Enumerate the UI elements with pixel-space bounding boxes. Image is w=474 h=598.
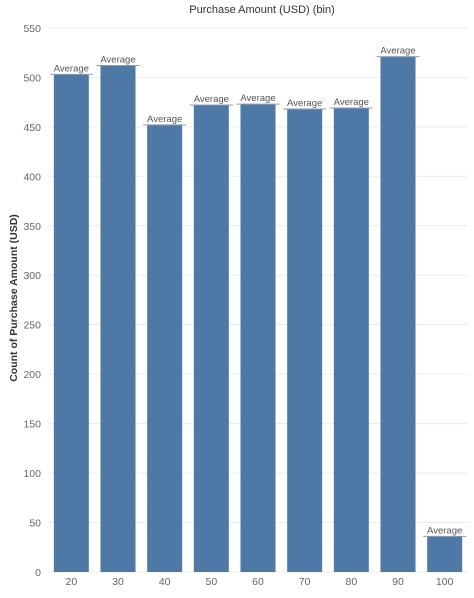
x-tick-label-60: 60: [252, 576, 264, 588]
x-tick-label-70: 70: [299, 576, 311, 588]
chart-title: Purchase Amount (USD) (bin): [189, 4, 335, 16]
x-axis-ticks: 20 30 40 50 60 70 80 90 100: [65, 576, 453, 588]
average-label-30: Average: [100, 54, 135, 65]
bar-40[interactable]: [147, 124, 183, 572]
x-tick-label-50: 50: [205, 576, 217, 588]
average-label-40: Average: [147, 114, 182, 125]
bar-60[interactable]: [240, 104, 276, 572]
y-tick-label-300: 300: [23, 270, 41, 282]
bar-70[interactable]: [287, 109, 323, 572]
average-label-60: Average: [240, 93, 275, 104]
y-tick-label-250: 250: [23, 320, 41, 332]
y-tick-label-350: 350: [23, 221, 41, 233]
y-tick-label-50: 50: [29, 518, 41, 530]
bar-30[interactable]: [100, 65, 136, 572]
y-tick-label-500: 500: [23, 72, 41, 84]
bar-50[interactable]: [193, 105, 229, 573]
y-axis-ticks: 0 50 100 150 200 250 300 350 400 450 500 550: [23, 23, 41, 579]
bar-80[interactable]: [333, 108, 369, 573]
average-label-20: Average: [54, 63, 89, 74]
y-tick-label-150: 150: [23, 419, 41, 431]
y-tick-label-200: 200: [23, 369, 41, 381]
x-tick-label-40: 40: [159, 576, 171, 588]
bar-20[interactable]: [53, 74, 89, 572]
x-tick-label-80: 80: [345, 576, 357, 588]
average-label-70: Average: [287, 98, 322, 109]
average-label-100: Average: [427, 525, 462, 536]
y-tick-label-400: 400: [23, 171, 41, 183]
y-tick-label-0: 0: [35, 567, 41, 579]
bar-90[interactable]: [380, 56, 416, 572]
x-tick-label-90: 90: [392, 576, 404, 588]
x-tick-label-20: 20: [65, 576, 77, 588]
bar-100[interactable]: [427, 536, 463, 572]
average-label-80: Average: [334, 97, 369, 108]
y-tick-label-550: 550: [23, 23, 41, 35]
y-tick-label-450: 450: [23, 122, 41, 134]
average-label-50: Average: [194, 94, 229, 105]
x-tick-label-30: 30: [112, 576, 124, 588]
y-axis-title: Count of Purchase Amount (USD): [8, 214, 20, 382]
y-tick-label-100: 100: [23, 468, 41, 480]
average-label-90: Average: [380, 46, 415, 57]
x-tick-label-100: 100: [436, 576, 454, 588]
average-reference-lines: Average Average Average Average Average Avera…: [49, 46, 467, 537]
bars: [53, 56, 463, 573]
